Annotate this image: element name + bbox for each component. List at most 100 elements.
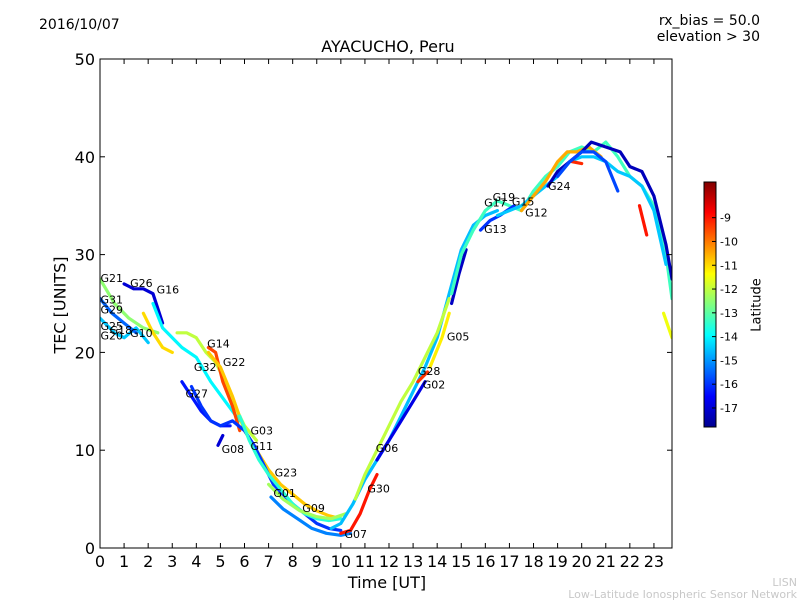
tec-arc-3 [100, 297, 138, 335]
x-tick-label: 6 [239, 552, 249, 571]
tec-arc-13 [216, 433, 225, 447]
colorbar-tick-label: -13 [720, 307, 738, 320]
x-tick-label: 3 [167, 552, 177, 571]
x-tick-label: 14 [427, 552, 447, 571]
credit-short: LISN [772, 576, 797, 589]
satellite-label: G16 [157, 284, 180, 297]
x-tick-label: 15 [451, 552, 471, 571]
satellite-label: G14 [207, 338, 230, 351]
colorbar-label: Latitude [749, 278, 765, 332]
tec-arc-22 [450, 248, 468, 306]
y-axis-label: TEC [UNITS] [50, 256, 70, 354]
tec-arc-21 [428, 311, 451, 369]
colorbar-tick-label: -11 [720, 259, 738, 272]
x-axis: 0 1 2 3 4 5 6 7 8 9 10 11 12 13 14 15 16 17 18 19 20 21 22 23 [95, 59, 664, 571]
satellite-label: G03 [251, 425, 274, 438]
tec-arc-14 [269, 495, 353, 537]
tec-arc-31 [637, 204, 649, 237]
tec-arc-2 [100, 316, 150, 345]
satellite-label: G13 [484, 223, 507, 236]
tec-arc-6 [151, 301, 242, 423]
satellite-label: G30 [367, 482, 390, 495]
x-tick-label: 23 [644, 552, 664, 571]
satellite-label: G31 [100, 294, 123, 307]
satellite-label: G09 [302, 502, 325, 515]
colorbar-tick-label: -10 [720, 235, 738, 248]
tec-arc-18 [353, 297, 451, 501]
rx-bias-label: rx_bias = 50.0 [658, 13, 760, 29]
elevation-label: elevation > 30 [656, 29, 760, 45]
x-tick-label: 20 [572, 552, 592, 571]
satellite-label: G20 [100, 330, 123, 343]
tec-arc-1 [100, 277, 160, 335]
x-tick-label: 18 [523, 552, 543, 571]
x-tick-label: 10 [331, 552, 351, 571]
y-tick-label: 50 [75, 50, 95, 69]
colorbar-tick-label: -17 [720, 402, 738, 415]
x-tick-label: 9 [312, 552, 322, 571]
satellite-label: G32 [194, 361, 217, 374]
x-tick-label: 12 [379, 552, 399, 571]
tec-arc-27 [570, 160, 584, 166]
x-tick-label: 8 [288, 552, 298, 571]
chart-title: AYACUCHO, Peru [321, 37, 455, 56]
colorbar-tick-label: -9 [720, 212, 731, 225]
x-tick-label: 22 [620, 552, 640, 571]
satellite-label: G19 [493, 191, 516, 204]
y-tick-label: 20 [75, 343, 95, 362]
satellite-label: G18 [110, 324, 133, 337]
tec-arc-30 [662, 311, 672, 340]
date-label: 2016/10/07 [39, 17, 120, 33]
tec-arc-4 [122, 282, 165, 325]
satellite-label: G22 [223, 356, 246, 369]
satellite-label: G27 [185, 387, 208, 400]
x-tick-label: 2 [143, 552, 153, 571]
tec-arc-19 [375, 380, 427, 462]
tec-arc-12 [238, 414, 343, 523]
satellite-label: G12 [525, 206, 548, 219]
x-tick-label: 13 [403, 552, 423, 571]
colorbar-tick-label: -12 [720, 283, 738, 296]
y-tick-label: 30 [75, 246, 95, 265]
colorbar-tick-label: -16 [720, 378, 738, 391]
y-axis: 0 10 20 30 40 50 [75, 50, 672, 558]
tec-arc-25 [495, 155, 668, 266]
tec-arcs [100, 140, 672, 537]
satellite-label: G28 [418, 365, 441, 378]
satellite-label: G15 [512, 196, 535, 209]
x-tick-label: 11 [355, 552, 375, 571]
satellite-label: G06 [376, 442, 399, 455]
colorbar-tick-label: -15 [720, 354, 738, 367]
plot-frame [99, 58, 673, 549]
tec-arc-5 [141, 311, 174, 354]
y-tick-label: 10 [75, 441, 95, 460]
colorbar [703, 181, 717, 428]
colorbar-tick-label: -14 [720, 331, 738, 344]
x-tick-label: 7 [263, 552, 273, 571]
satellite-label: G26 [130, 277, 153, 290]
satellite-label: G21 [100, 272, 123, 285]
satellite-label: G07 [344, 528, 367, 541]
tec-arc-16 [339, 473, 379, 535]
x-tick-label: 21 [596, 552, 616, 571]
satellite-label: G23 [275, 467, 298, 480]
tec-arc-15 [267, 482, 348, 521]
x-tick-label: 4 [191, 552, 201, 571]
y-tick-label: 40 [75, 148, 95, 167]
satellite-label: G29 [100, 303, 123, 316]
satellite-label: G08 [222, 443, 245, 456]
satellite-label: G25 [100, 320, 123, 333]
tec-arc-9 [206, 350, 343, 521]
x-tick-label: 17 [499, 552, 519, 571]
satellite-label: G11 [251, 440, 274, 453]
x-axis-label: Time [UT] [347, 573, 427, 592]
tec-arc-20 [416, 370, 430, 384]
tec-arc-8 [206, 345, 242, 433]
satellite-label: G01 [273, 487, 296, 500]
satellite-label: G02 [423, 379, 446, 392]
plot-background [100, 59, 672, 548]
colorbar-ticks: -9 -10 -11 -12 -13 -14 -15 -16 -17 [712, 212, 738, 415]
y-tick-label: 0 [85, 539, 95, 558]
